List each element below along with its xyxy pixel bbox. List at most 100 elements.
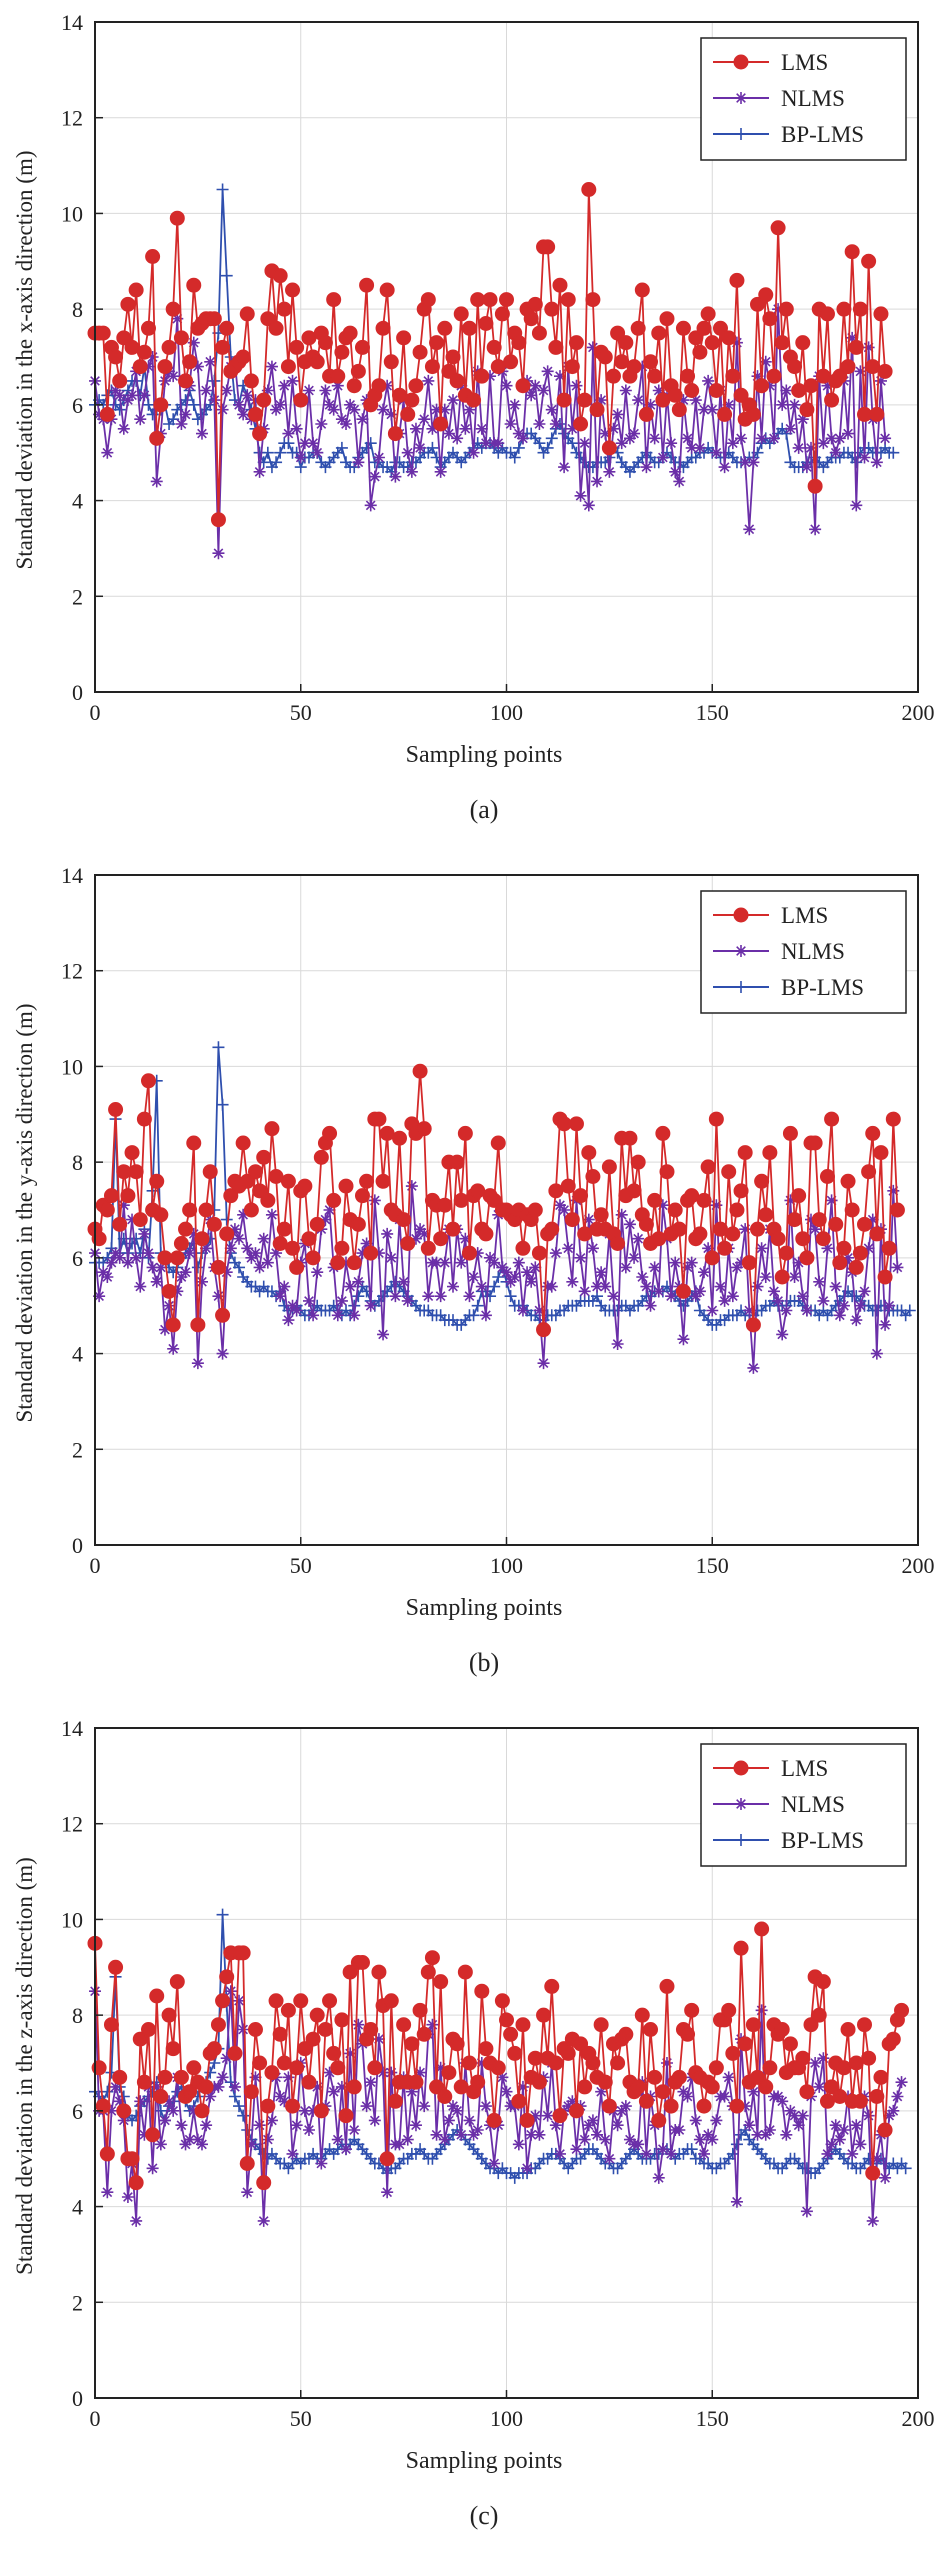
data-point: [285, 1240, 301, 1256]
data-point: [854, 1299, 867, 1312]
data-point: [556, 392, 572, 408]
data-point: [891, 1261, 904, 1274]
data-point: [173, 2069, 189, 2085]
data-point: [400, 406, 416, 422]
data-point: [397, 1275, 410, 1288]
data-point: [544, 1221, 560, 1237]
data-point: [623, 1218, 636, 1231]
data-point: [737, 2036, 753, 2052]
data-point: [412, 2002, 428, 2018]
data-point: [249, 2071, 262, 2084]
data-point: [138, 1227, 151, 1240]
data-point: [836, 1240, 852, 1256]
data-point: [599, 2133, 612, 2146]
data-point: [379, 2151, 395, 2167]
data-point: [153, 397, 169, 413]
data-point: [430, 1256, 443, 1269]
data-point: [566, 422, 579, 435]
data-point: [307, 437, 320, 450]
data-point: [887, 1184, 900, 1197]
legend-label: LMS: [781, 50, 828, 75]
data-point: [392, 1130, 408, 1146]
data-point: [515, 378, 531, 394]
data-point: [178, 1221, 194, 1237]
data-point: [194, 1231, 210, 1247]
data-point: [862, 1242, 875, 1255]
data-point: [352, 2018, 365, 2031]
data-point: [113, 2095, 126, 2108]
legend-label: BP-LMS: [781, 975, 864, 1000]
x-tick-label: 100: [490, 700, 523, 725]
data-point: [754, 1921, 770, 1937]
data-point: [865, 2165, 881, 2181]
data-point: [726, 1290, 739, 1303]
data-point: [891, 2090, 904, 2103]
data-point: [265, 360, 278, 373]
data-point: [800, 1304, 813, 1317]
data-point: [414, 2066, 427, 2079]
data-point: [471, 1247, 484, 1260]
data-point: [573, 416, 589, 432]
data-point: [601, 440, 617, 456]
data-point: [619, 2100, 632, 2113]
data-point: [257, 2214, 270, 2227]
data-point: [183, 1247, 196, 1260]
data-point: [451, 432, 464, 445]
data-point: [253, 2119, 266, 2132]
data-point: [130, 1232, 143, 1245]
data-point: [241, 389, 254, 402]
data-point: [566, 1275, 579, 1288]
x-tick-label: 100: [490, 1553, 523, 1578]
data-point: [560, 1178, 576, 1194]
data-point: [220, 2052, 233, 2065]
data-point: [145, 249, 161, 264]
data-point: [289, 2060, 305, 2076]
data-point: [121, 2191, 134, 2203]
data-point: [282, 2071, 295, 2084]
data-point: [774, 2022, 790, 2037]
data-point: [739, 2100, 752, 2113]
y-tick-label: 12: [61, 106, 83, 131]
data-point: [574, 1251, 587, 1264]
data-point: [140, 1073, 156, 1089]
data-point: [121, 1256, 134, 1269]
data-point: [157, 2069, 173, 2085]
data-point: [743, 523, 756, 536]
data-point: [730, 2195, 743, 2208]
data-point: [704, 335, 720, 351]
data-point: [647, 368, 663, 384]
data-point: [437, 320, 453, 336]
data-point: [290, 1304, 303, 1317]
y-tick-label: 0: [72, 680, 83, 705]
data-point: [696, 2098, 712, 2114]
data-point: [461, 2055, 477, 2071]
data-point: [479, 2100, 492, 2113]
data-point: [344, 398, 357, 411]
data-point: [772, 2090, 785, 2103]
data-point: [803, 2017, 819, 2033]
data-point: [216, 183, 229, 196]
data-point: [313, 1149, 329, 1165]
data-point: [289, 1259, 305, 1275]
data-point: [108, 1959, 124, 1975]
data-point: [331, 1309, 344, 1322]
data-point: [499, 2012, 514, 2028]
x-tick-label: 50: [290, 1553, 312, 1578]
data-point: [529, 1261, 542, 1274]
data-point: [516, 2080, 529, 2093]
data-point: [243, 1202, 259, 1218]
data-point: [212, 547, 225, 560]
data-point: [718, 1294, 731, 1307]
data-point: [331, 2133, 344, 2146]
y-tick-label: 12: [61, 959, 83, 984]
data-point: [540, 239, 556, 255]
data-point: [186, 1135, 202, 1151]
data-point: [725, 1226, 741, 1242]
data-point: [482, 292, 498, 308]
data-point: [866, 1213, 879, 1226]
data-point: [795, 1231, 811, 1247]
data-point: [564, 1212, 580, 1228]
data-point: [721, 1164, 737, 1180]
data-point: [278, 1280, 291, 1293]
data-point: [733, 387, 749, 403]
